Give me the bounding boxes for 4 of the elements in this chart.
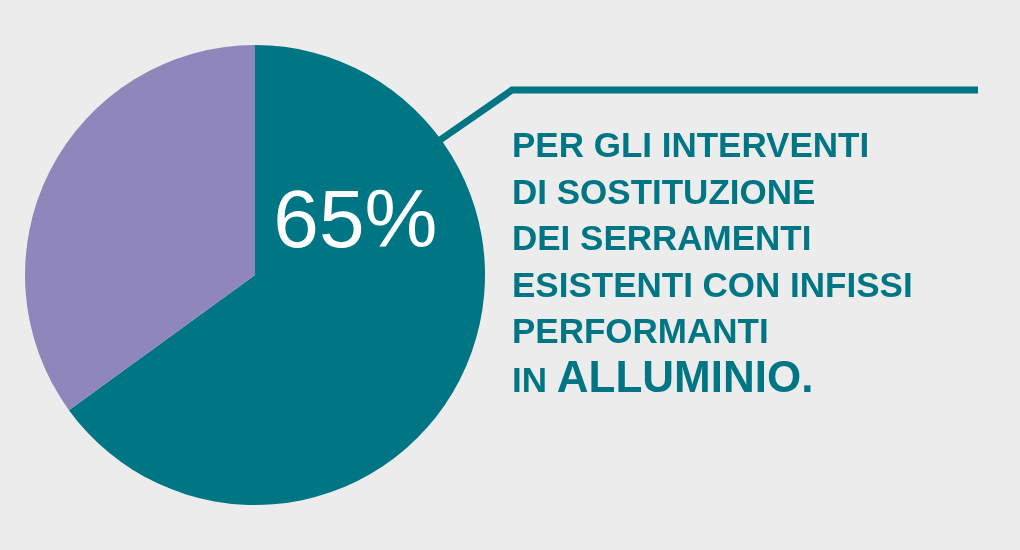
pie-slice	[68, 45, 485, 505]
text: PER GLI INTERVENTI DI SOSTITUZIONE DEI SERRAMENTI ESISTENTI CON INFISSI PERFORMANTI IN ALLUMINIO.	[512, 125, 913, 401]
pie-slice	[25, 45, 255, 411]
data-label: 65%	[273, 173, 438, 265]
